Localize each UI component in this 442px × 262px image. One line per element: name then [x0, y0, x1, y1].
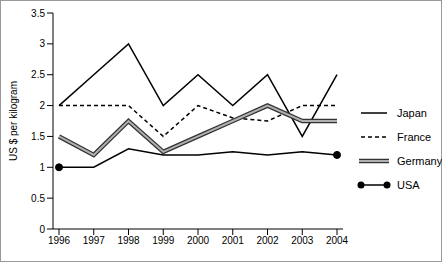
svg-text:3: 3	[39, 38, 45, 49]
svg-text:2004: 2004	[326, 235, 349, 246]
svg-text:US $ per kilogram: US $ per kilogram	[8, 81, 19, 161]
svg-text:1: 1	[39, 162, 45, 173]
svg-text:2: 2	[39, 100, 45, 111]
svg-text:2.5: 2.5	[31, 69, 45, 80]
svg-text:2003: 2003	[291, 235, 314, 246]
svg-text:0.5: 0.5	[31, 193, 45, 204]
svg-text:2000: 2000	[187, 235, 210, 246]
html-text:France: France	[397, 131, 432, 143]
svg-text:3.5: 3.5	[31, 8, 45, 19]
svg-text:1996: 1996	[48, 235, 71, 246]
svg-text:0: 0	[39, 224, 45, 235]
svg-text:1998: 1998	[117, 235, 140, 246]
html-text:Germany: Germany	[397, 155, 442, 167]
svg-text:1999: 1999	[152, 235, 175, 246]
svg-text:1.5: 1.5	[31, 131, 45, 142]
html-text:USA: USA	[397, 179, 420, 191]
html-text:Japan: Japan	[397, 107, 427, 119]
svg-text:2002: 2002	[256, 235, 279, 246]
svg-text:1997: 1997	[83, 235, 106, 246]
svg-text:2001: 2001	[222, 235, 245, 246]
